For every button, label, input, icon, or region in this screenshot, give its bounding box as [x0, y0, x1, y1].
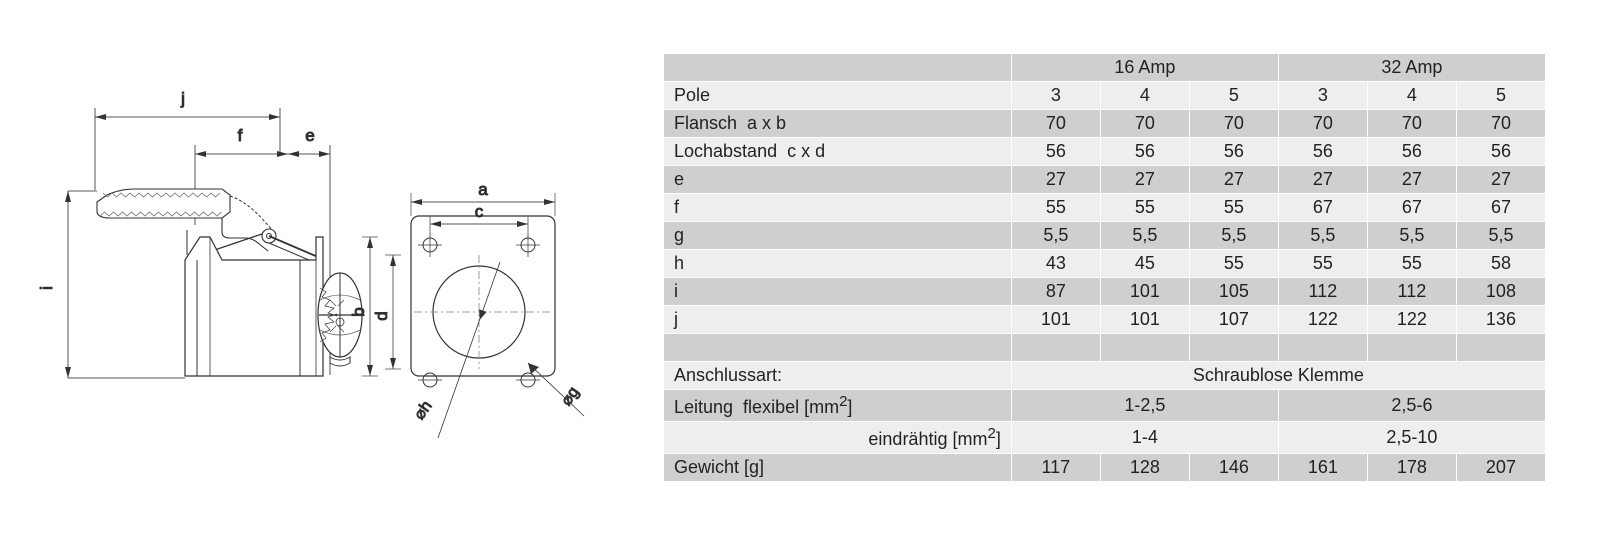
svg-text:c: c	[475, 202, 484, 221]
svg-text:i: i	[37, 286, 56, 290]
svg-text:f: f	[238, 126, 243, 145]
svg-text:a: a	[478, 180, 488, 199]
svg-text:e: e	[305, 126, 314, 145]
svg-text:j: j	[180, 89, 185, 108]
svg-text:d: d	[372, 311, 391, 320]
svg-text:⌀h: ⌀h	[411, 398, 436, 423]
svg-text:⌀g: ⌀g	[558, 384, 583, 409]
svg-text:b: b	[349, 307, 368, 316]
